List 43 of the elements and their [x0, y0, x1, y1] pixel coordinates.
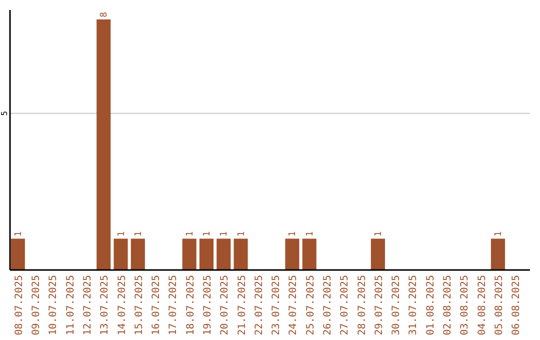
x-tick-label: 22.07.2025 — [254, 275, 265, 336]
x-tick-label: 30.07.2025 — [391, 275, 402, 336]
data-label: 1 — [374, 231, 384, 237]
x-tick-label: 04.08.2025 — [476, 275, 488, 336]
x-tick-label: 16.07.2025 — [151, 275, 162, 336]
x-tick-label: 13.07.2025 — [100, 275, 111, 336]
data-label: 1 — [494, 231, 504, 237]
x-tick-label: 15.07.2025 — [134, 275, 145, 336]
data-label: 1 — [202, 231, 212, 237]
x-tick-label: 08.07.2025 — [14, 275, 25, 336]
x-tick-label: 31.07.2025 — [408, 275, 420, 336]
x-tick-label: 20.07.2025 — [220, 275, 231, 336]
x-tick-label: 05.08.2025 — [494, 275, 505, 336]
x-tick-label: 02.08.2025 — [442, 275, 454, 336]
x-tick-label: 10.07.2025 — [48, 275, 60, 336]
data-label: 1 — [14, 231, 24, 237]
x-tick-label: 19.07.2025 — [202, 275, 214, 336]
data-label: 1 — [185, 231, 196, 237]
x-tick-label: 03.08.2025 — [460, 275, 471, 336]
x-tick-label: 01.08.2025 — [425, 275, 436, 336]
x-tick-label: 21.07.2025 — [236, 275, 248, 336]
data-label: 1 — [236, 231, 247, 237]
x-tick-label: 23.07.2025 — [271, 275, 282, 336]
data-label: 1 — [288, 231, 298, 237]
data-label: 1 — [220, 231, 230, 237]
x-tick-label: 29.07.2025 — [374, 275, 385, 336]
x-tick-label: 17.07.2025 — [168, 275, 180, 336]
x-tick-label: 28.07.2025 — [356, 275, 368, 336]
data-label: 1 — [116, 231, 127, 237]
x-tick-label: 27.07.2025 — [340, 275, 351, 336]
data-label: 8 — [100, 12, 110, 18]
x-tick-label: 26.07.2025 — [322, 275, 334, 336]
x-tick-label: 14.07.2025 — [116, 275, 128, 336]
x-tick-label: 09.07.2025 — [31, 275, 42, 336]
x-tick-label: 11.07.2025 — [65, 275, 76, 336]
data-label: 1 — [134, 231, 144, 237]
x-tick-label: 06.08.2025 — [511, 275, 522, 336]
x-tick-label: 12.07.2025 — [82, 275, 94, 336]
data-label: 1 — [305, 231, 316, 237]
x-tick-label: 25.07.2025 — [305, 275, 316, 336]
x-tick-label: 18.07.2025 — [185, 275, 196, 336]
y-tick-label: 5 — [0, 110, 9, 116]
x-tick-label: 24.07.2025 — [288, 275, 300, 336]
